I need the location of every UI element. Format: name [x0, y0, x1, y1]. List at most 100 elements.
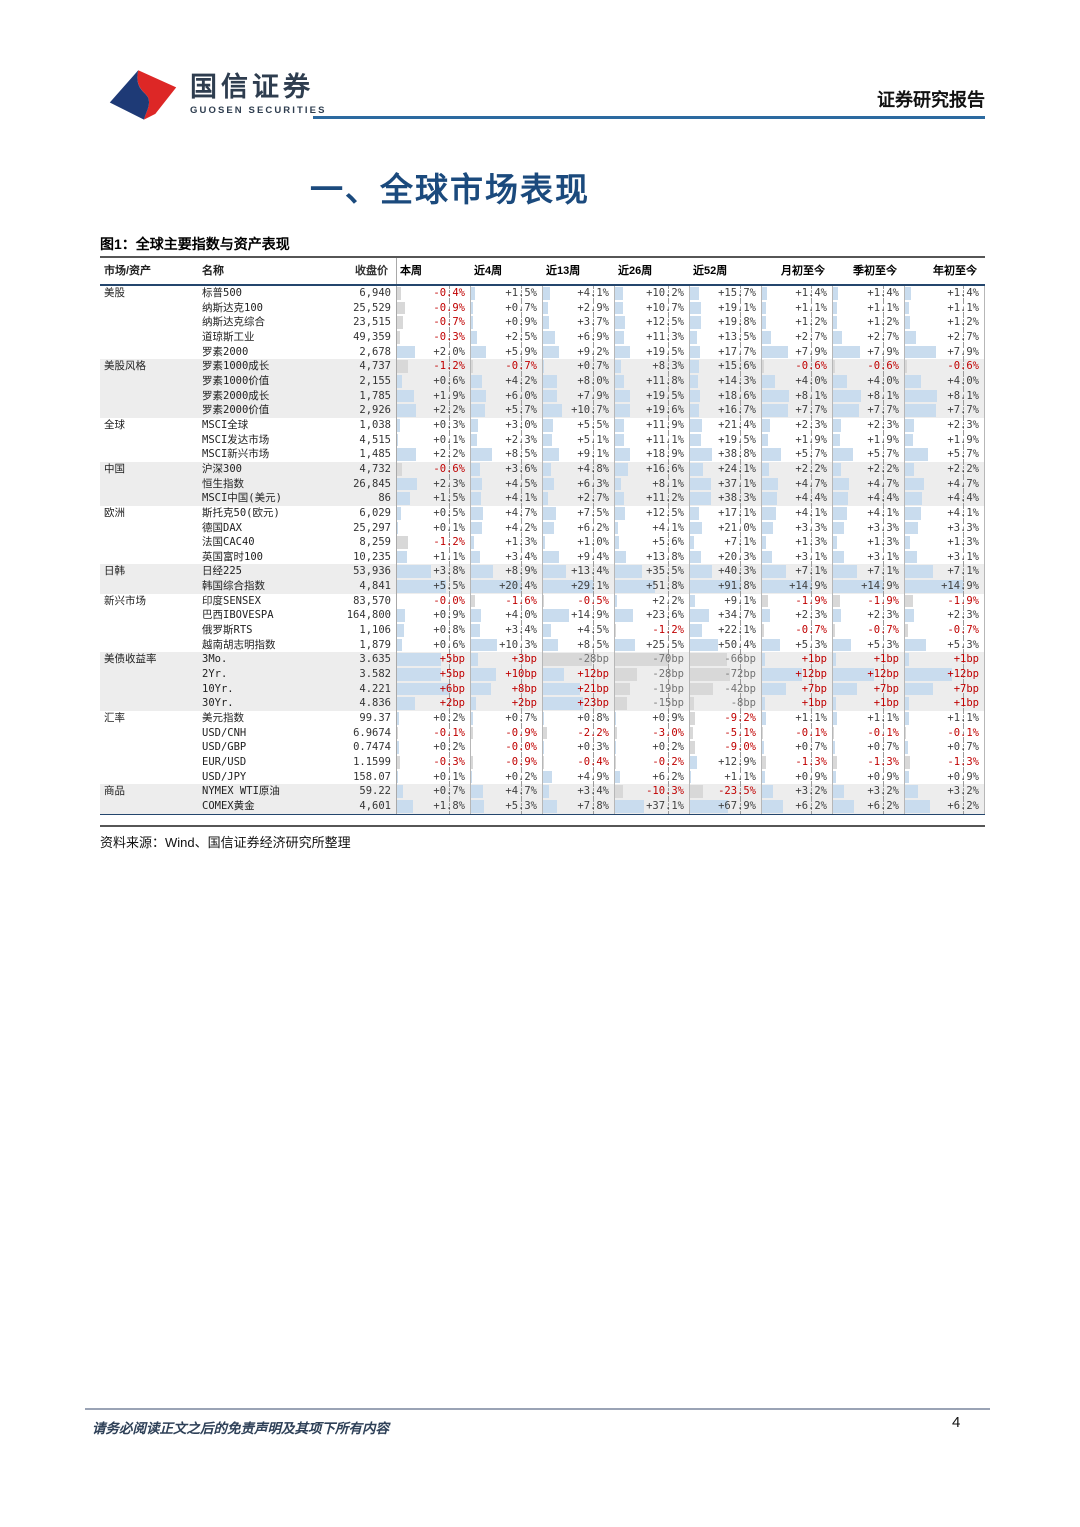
value-bar [397, 506, 402, 520]
change-cell: -1.2% [397, 359, 471, 374]
value-bar [615, 506, 625, 520]
change-cell: +50.4% [690, 637, 762, 653]
change-cell: +0.7% [762, 740, 833, 755]
change-cell: +2.3% [397, 476, 471, 492]
change-cell: +4.4% [762, 491, 833, 506]
column-axis-line [593, 725, 594, 741]
column-axis-line [740, 681, 741, 697]
change-cell: +5.5% [543, 417, 615, 433]
change-cell: +4.1% [543, 286, 615, 301]
change-cell: +8.1% [762, 388, 833, 404]
change-cell: +6.2% [833, 798, 905, 814]
market-label: 美债收益率 [104, 653, 157, 666]
asset-name: 3Mo. [202, 653, 228, 666]
column-axis-line [668, 667, 669, 682]
value-bar [905, 287, 911, 300]
value-bar [397, 653, 442, 667]
column-axis-line [521, 373, 522, 389]
value-bar [690, 682, 714, 696]
value-bar [690, 565, 713, 579]
column-axis-line [811, 359, 812, 374]
column-header: 收盘价 [330, 258, 397, 284]
change-cell: +1.2% [762, 315, 833, 330]
value-bar [543, 550, 560, 564]
table-row: 美股 标普500 6,940 -0.4% +1.5% +4.1% +10.2% +15.7% +… [100, 286, 985, 301]
column-axis-line [668, 505, 669, 521]
change-cell: +5.3% [762, 637, 833, 653]
table-row: 新兴市场 印度SENSEX 83,570 -0.0% -1.6% -0.5% +2.2% +9… [100, 593, 985, 609]
change-cell: +1.5% [471, 286, 543, 301]
change-cell: +16.6% [615, 461, 690, 477]
column-axis-line [521, 344, 522, 360]
column-axis-line [740, 300, 741, 316]
value-bar [543, 799, 557, 813]
change-cell: +7bp [762, 681, 833, 697]
change-cell: +3.1% [762, 549, 833, 565]
value-bar [543, 580, 594, 593]
value-bar [471, 594, 475, 608]
value-bar [762, 448, 782, 461]
column-axis-line [521, 593, 522, 609]
column-axis-line [963, 769, 964, 785]
close-price: 86 [330, 491, 397, 506]
column-axis-line [740, 725, 741, 741]
change-cell: +19.5% [615, 344, 690, 360]
value-bar [905, 697, 909, 711]
column-axis-line [521, 315, 522, 330]
column-axis-line [593, 461, 594, 477]
change-cell: +21bp [543, 681, 615, 697]
asset-name: 越南胡志明指数 [202, 638, 276, 651]
value-bar [833, 345, 861, 359]
column-axis-line [963, 432, 964, 448]
value-bar [905, 594, 913, 608]
change-cell: +0.2% [397, 740, 471, 755]
value-bar [690, 287, 699, 300]
market-label [100, 799, 200, 814]
guosen-logo: 国信证券 GUOSEN SECURITIES [106, 66, 327, 122]
column-axis-line [521, 286, 522, 301]
market-label [100, 389, 200, 404]
value-bar [471, 653, 479, 667]
column-axis-line [811, 505, 812, 521]
table-row: MSCI发达市场 4,515 +0.1% +2.3% +5.1% +11.1% +19.5%… [100, 432, 985, 448]
value-bar [615, 697, 627, 711]
value-bar [543, 345, 560, 359]
change-cell: +16.7% [690, 403, 762, 418]
column-axis-line [521, 403, 522, 418]
value-bar [615, 389, 631, 403]
value-bar [833, 462, 841, 476]
market-label [100, 315, 200, 330]
column-axis-line [449, 711, 450, 726]
column-axis-line [811, 696, 812, 712]
change-cell: +0.6% [397, 637, 471, 653]
value-bar [543, 433, 552, 447]
column-axis-line [521, 520, 522, 536]
column-axis-line [963, 286, 964, 301]
column-axis-line [740, 388, 741, 404]
value-bar [905, 638, 926, 652]
value-bar [471, 712, 473, 725]
column-axis-line [668, 520, 669, 536]
change-cell: +0.7% [471, 300, 543, 316]
market-label [100, 433, 200, 448]
close-price: 2,926 [330, 403, 397, 418]
change-cell: +22.1% [690, 623, 762, 638]
close-price: 4,737 [330, 359, 397, 374]
column-axis-line [963, 476, 964, 492]
column-axis-line [883, 725, 884, 741]
close-price: 4,601 [330, 798, 397, 814]
column-axis-line [668, 784, 669, 799]
change-cell: -0.2% [615, 755, 690, 770]
column-axis-line [963, 359, 964, 374]
change-cell: +1.2% [905, 315, 985, 330]
value-bar [690, 301, 701, 315]
close-price: 158.07 [330, 769, 397, 785]
asset-name: 斯托克50(欧元) [202, 506, 280, 519]
value-bar [397, 433, 398, 447]
value-bar [397, 462, 403, 476]
value-bar [833, 360, 836, 373]
change-cell: -2.2% [543, 725, 615, 741]
close-price: 2,155 [330, 373, 397, 389]
value-bar [905, 799, 930, 813]
column-axis-line [740, 447, 741, 462]
